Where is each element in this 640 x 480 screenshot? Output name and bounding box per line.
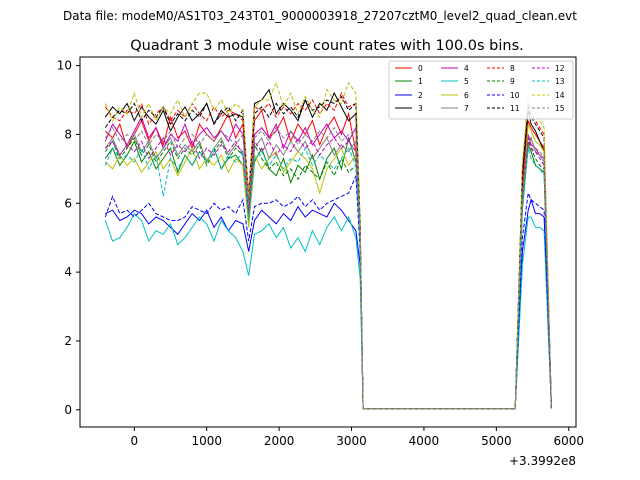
series-line-14 (104, 81, 552, 410)
figure-header: Data file: modeM0/AS1T03_243T01_90000039… (63, 9, 577, 23)
x-offset-label: +3.3992e8 (509, 454, 576, 468)
series-line-5 (104, 212, 552, 410)
legend-label-5: 5 (464, 77, 469, 86)
legend-label-0: 0 (418, 64, 423, 73)
series-layer (104, 81, 552, 410)
legend-label-2: 2 (418, 91, 423, 100)
series-line-7 (104, 133, 552, 410)
x-tick-label: 4000 (409, 434, 440, 448)
y-tick-label: 2 (64, 334, 72, 348)
x-axis: 0 1000 2000 3000 4000 5000 6000 (130, 427, 584, 448)
series-line-6 (104, 123, 552, 410)
legend-label-15: 15 (555, 104, 565, 113)
legend-label-10: 10 (510, 91, 520, 100)
series-line-4 (104, 115, 552, 410)
series-line-15 (104, 126, 552, 410)
y-tick-label: 6 (64, 196, 72, 210)
x-tick-label: 3000 (336, 434, 367, 448)
y-tick-label: 10 (57, 59, 72, 73)
legend-label-8: 8 (510, 64, 515, 73)
legend-label-6: 6 (464, 91, 469, 100)
chart-title: Quadrant 3 module wise count rates with … (130, 38, 524, 54)
x-tick-label: 2000 (264, 434, 295, 448)
series-line-9 (104, 136, 552, 410)
x-tick-label: 0 (130, 434, 138, 448)
plot-frame (79, 56, 577, 428)
y-tick-label: 4 (64, 265, 72, 279)
y-tick-label: 8 (64, 127, 72, 141)
legend-label-1: 1 (418, 77, 423, 86)
x-tick-label: 1000 (191, 434, 222, 448)
series-line-13 (104, 146, 552, 410)
series-line-2 (105, 198, 552, 410)
legend-label-7: 7 (464, 104, 469, 113)
y-axis: 0 2 4 6 8 10 (57, 59, 80, 417)
series-line-3 (104, 88, 552, 410)
legend-label-3: 3 (418, 104, 423, 113)
series-line-12 (104, 136, 552, 410)
legend-label-9: 9 (510, 77, 515, 86)
x-tick-label: 5000 (481, 434, 512, 448)
legend-box (388, 60, 574, 120)
series-line-1 (104, 135, 552, 410)
legend-label-4: 4 (464, 64, 469, 73)
legend-label-13: 13 (555, 77, 565, 86)
legend-label-11: 11 (510, 104, 520, 113)
legend-label-12: 12 (555, 64, 565, 73)
y-tick-label: 0 (64, 403, 72, 417)
legend-label-14: 14 (555, 91, 565, 100)
x-tick-label: 6000 (553, 434, 584, 448)
series-line-10 (104, 175, 552, 410)
